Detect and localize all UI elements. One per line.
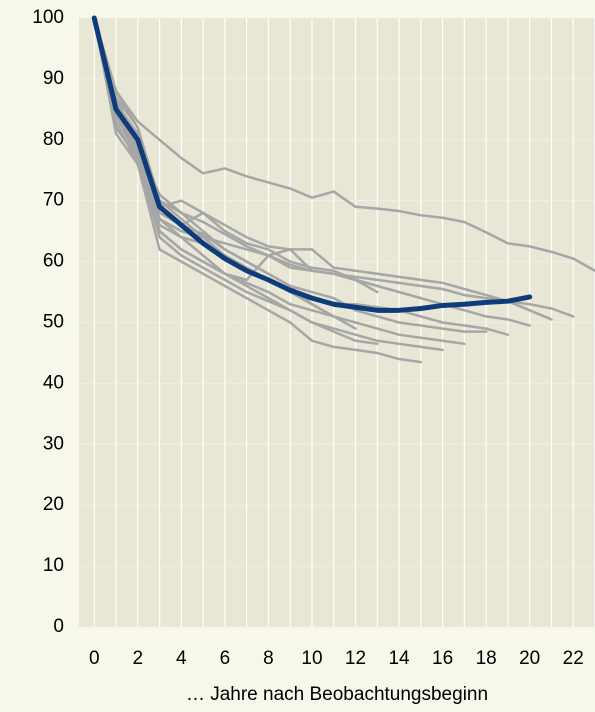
series-line: [92, 16, 595, 272]
series-line: [92, 16, 423, 364]
y-tick-label: 20: [43, 494, 64, 515]
x-tick-label: 18: [476, 648, 497, 669]
x-tick-label: 16: [432, 648, 453, 669]
x-tick-label: 8: [263, 648, 274, 669]
x-tick-label: 6: [220, 648, 231, 669]
y-tick-label: 30: [43, 433, 64, 454]
y-tick-label: 50: [43, 312, 64, 333]
x-tick-label: 2: [132, 648, 143, 669]
x-tick-label: 20: [519, 648, 540, 669]
x-tick-label: 22: [563, 648, 584, 669]
y-tick-label: 90: [43, 68, 64, 89]
x-tick-label: 10: [301, 648, 322, 669]
y-tick-label: 0: [53, 616, 64, 637]
x-tick-label: 0: [89, 648, 100, 669]
y-tick-label: 70: [43, 190, 64, 211]
series-line: [91, 15, 533, 313]
x-tick-label: 14: [388, 648, 410, 669]
y-tick-label: 10: [43, 555, 64, 576]
x-tick-label: 4: [176, 648, 187, 669]
y-tick-label: 80: [43, 129, 64, 150]
x-tick-label: 12: [345, 648, 366, 669]
series-line: [92, 16, 379, 346]
y-tick-label: 40: [43, 372, 64, 393]
y-tick-label: 100: [32, 7, 64, 28]
series-line: [92, 16, 379, 294]
y-tick-label: 60: [43, 251, 64, 272]
x-axis-title: … Jahre nach Beobachtungsbeginn: [186, 684, 488, 705]
